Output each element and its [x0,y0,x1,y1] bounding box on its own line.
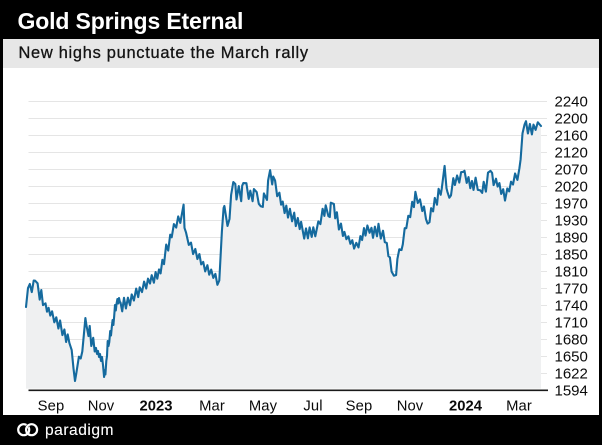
svg-text:1970: 1970 [555,195,588,212]
svg-text:1622: 1622 [555,365,588,382]
svg-text:2023: 2023 [140,399,173,415]
svg-text:1594: 1594 [555,382,588,399]
svg-text:1710: 1710 [555,314,588,331]
svg-text:2024: 2024 [449,399,483,415]
svg-text:Mar: Mar [506,399,532,415]
svg-text:1740: 1740 [555,297,588,314]
svg-text:2160: 2160 [555,127,588,144]
svg-text:Mar: Mar [199,399,225,415]
svg-text:1850: 1850 [555,246,588,263]
svg-text:2020: 2020 [555,178,588,195]
svg-text:1930: 1930 [555,212,588,229]
svg-text:1810: 1810 [555,263,588,280]
svg-text:2120: 2120 [555,144,588,161]
svg-text:2200: 2200 [555,110,588,127]
svg-text:Sep: Sep [346,399,373,415]
svg-text:May: May [249,399,278,415]
svg-text:Sep: Sep [38,399,65,415]
svg-text:1680: 1680 [555,331,588,348]
svg-text:2070: 2070 [555,161,588,178]
svg-text:Nov: Nov [397,399,424,415]
svg-text:Nov: Nov [88,399,115,415]
svg-text:1650: 1650 [555,348,588,365]
svg-text:2240: 2240 [555,93,588,110]
svg-text:Jul: Jul [303,399,322,415]
svg-text:1770: 1770 [555,280,588,297]
svg-text:1890: 1890 [555,229,588,246]
